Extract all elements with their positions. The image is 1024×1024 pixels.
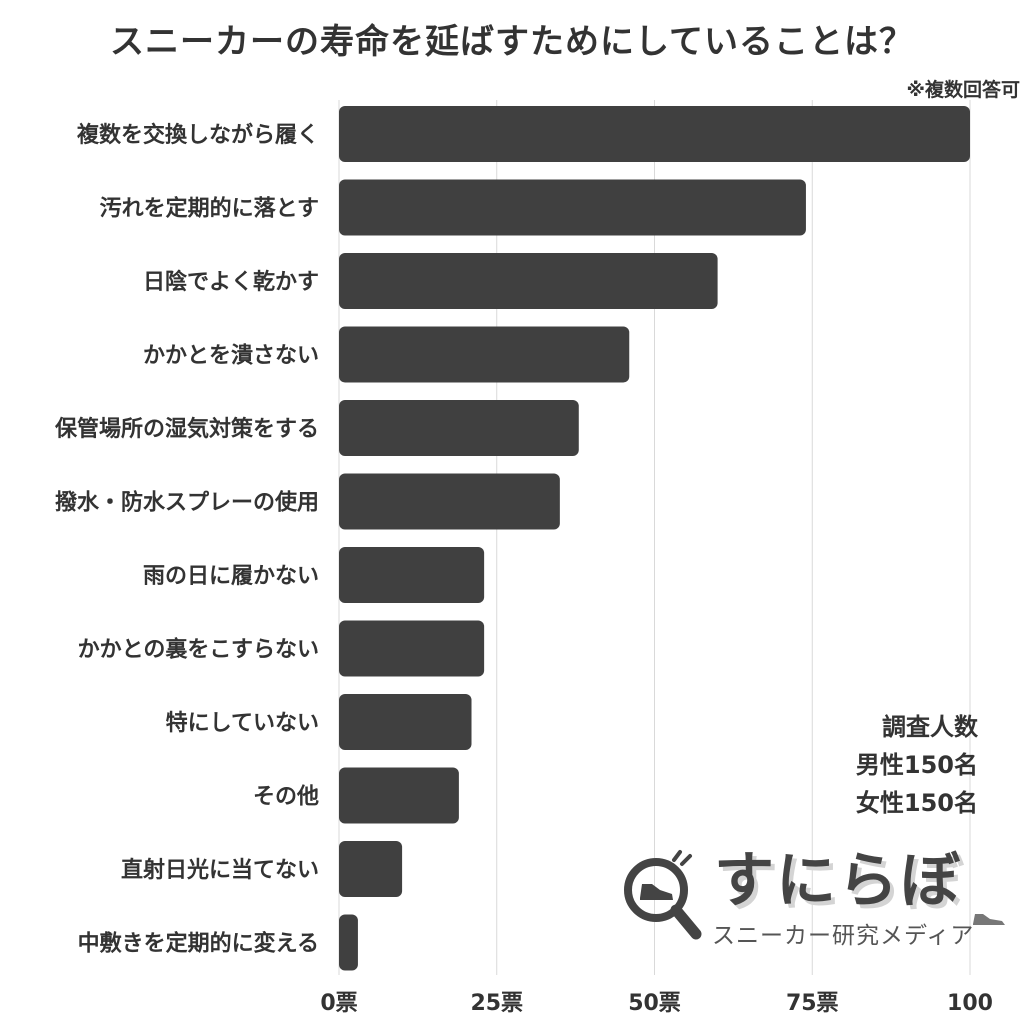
x-tick-label: 25票 xyxy=(470,991,523,1016)
bar xyxy=(339,620,485,677)
x-tick-labels: 0票 25票 50票 75票 100 xyxy=(320,991,993,1016)
logo-name: すにらぼ xyxy=(714,846,962,916)
multiple-answers-note: ※複数回答可 xyxy=(906,79,1020,101)
grid-lines xyxy=(338,100,971,975)
category-label: 中敷きを定期的に変える xyxy=(78,931,319,957)
category-label: 特にしていない xyxy=(166,710,319,736)
bar xyxy=(339,473,560,530)
magnifier-sneaker-icon xyxy=(624,850,702,940)
survey-info: 調査人数 男性150名 女性150名 xyxy=(856,708,978,822)
bar xyxy=(339,179,806,236)
category-labels: 複数を交換しながら履く汚れを定期的に落とす日陰でよく乾かすかかとを潰さない保管場… xyxy=(54,122,319,957)
chart-title: スニーカーの寿命を延ばすためにしていることは？ xyxy=(110,22,914,62)
category-label: 撥水・防水スプレーの使用 xyxy=(55,490,319,516)
category-label: 日陰でよく乾かす xyxy=(143,269,319,295)
bar xyxy=(339,326,630,383)
bars xyxy=(339,106,970,971)
site-logo: すにらぼ スニーカー研究メディア xyxy=(618,836,1018,956)
survey-male-count: 男性150名 xyxy=(855,751,978,779)
category-label: その他 xyxy=(253,785,319,810)
bar xyxy=(339,914,358,971)
sneaker-icon xyxy=(973,914,1005,925)
category-label: 直射日光に当てない xyxy=(121,857,319,883)
x-tick-label: 75票 xyxy=(786,991,839,1016)
logo-tagline: スニーカー研究メディア xyxy=(712,923,975,949)
x-tick-label: 100 xyxy=(947,991,993,1016)
category-label: 複数を交換しながら履く xyxy=(77,122,319,148)
bar xyxy=(339,841,403,897)
bar xyxy=(339,547,485,603)
category-label: 汚れを定期的に落とす xyxy=(100,196,319,222)
survey-female-count: 女性150名 xyxy=(855,789,978,817)
category-label: 保管場所の湿気対策をする xyxy=(54,416,319,442)
category-label: かかとの裏をこすらない xyxy=(78,637,319,663)
category-label: かかとを潰さない xyxy=(143,344,319,369)
x-tick-label: 0票 xyxy=(320,991,357,1016)
x-tick-label: 50票 xyxy=(628,991,681,1016)
category-label: 雨の日に履かない xyxy=(143,564,319,589)
bar xyxy=(339,400,579,456)
bar xyxy=(339,694,472,750)
bar xyxy=(339,106,970,162)
bar xyxy=(339,253,718,309)
bar xyxy=(339,767,459,824)
survey-heading: 調査人数 xyxy=(882,713,978,741)
